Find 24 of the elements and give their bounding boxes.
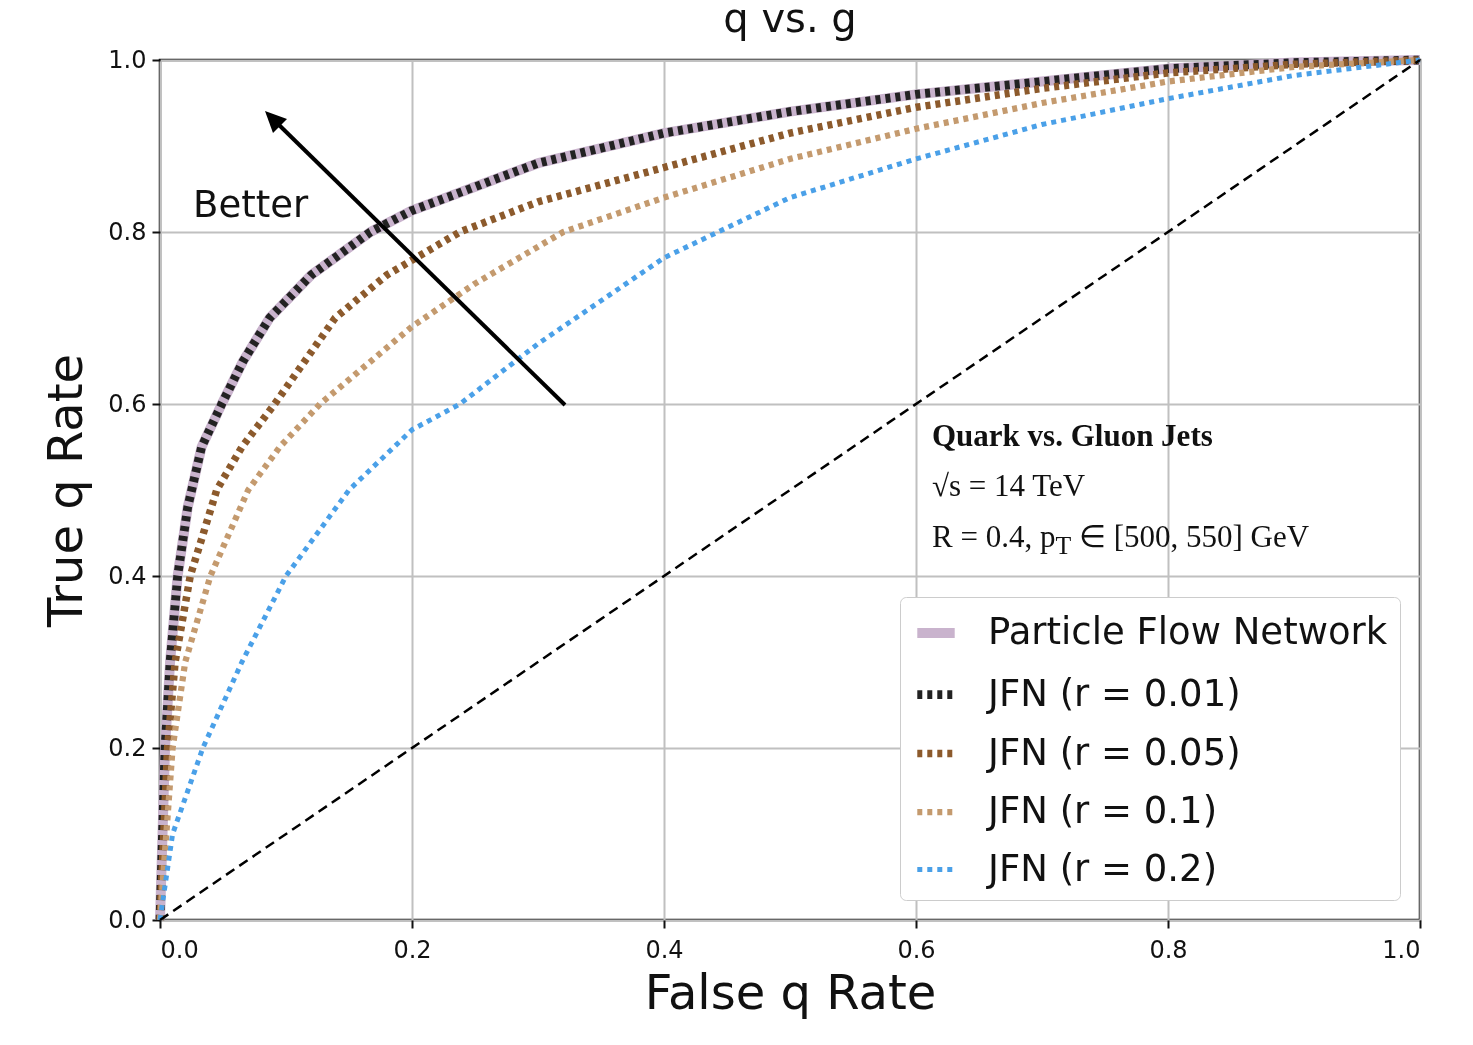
y-tick-label: 0.4 (108, 561, 147, 590)
legend-label: JFN (r = 0.2) (986, 846, 1218, 890)
y-tick-label: 0.2 (108, 733, 147, 762)
x-tick-label: 0.6 (897, 935, 936, 964)
x-tick-label: 1.0 (1382, 935, 1421, 964)
y-tick-label: 0.0 (108, 905, 147, 934)
x-tick-label: 0.8 (1149, 935, 1188, 964)
x-tick-label: 0.0 (160, 935, 199, 964)
legend-label: JFN (r = 0.05) (986, 730, 1241, 774)
y-axis-title: True q Rate (37, 354, 94, 628)
x-axis-title: False q Rate (644, 963, 937, 1020)
chart-title: q vs. g (723, 0, 857, 41)
legend-label: Particle Flow Network (988, 610, 1388, 653)
annotation: Quark vs. Gluon Jets (932, 418, 1213, 454)
annotation: Better (193, 183, 309, 226)
x-tick-label: 0.4 (645, 935, 684, 964)
legend-label: JFN (r = 0.01) (986, 671, 1241, 715)
annotation: R = 0.4, p$_{T}$ ∈ [500, 550] GeV (932, 518, 1310, 562)
annotation: √s = 14 TeV (932, 468, 1086, 504)
y-tick-label: 1.0 (108, 45, 147, 74)
y-tick-label: 0.6 (108, 389, 147, 418)
y-tick-label: 0.8 (108, 217, 147, 246)
x-tick-label: 0.2 (393, 935, 432, 964)
legend-label: JFN (r = 0.1) (986, 789, 1218, 832)
